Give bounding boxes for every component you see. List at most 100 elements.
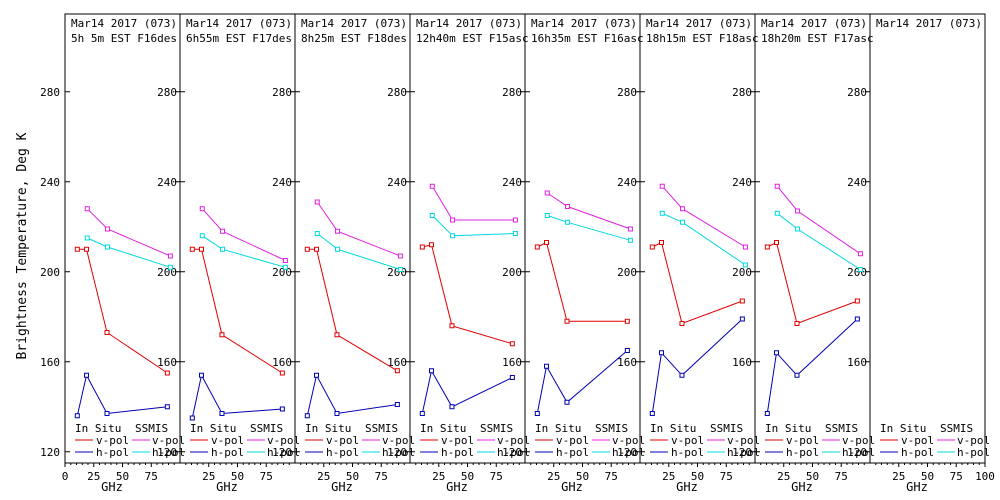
legend-ssmis: SSMIS: [135, 422, 168, 435]
chart-panel-4: Mar14 2017 (073) 12h40m EST F15asc 120 160 2…: [409, 13, 530, 494]
data-point: [199, 372, 205, 378]
data-point: [857, 251, 863, 257]
panel-subtitle: 16h35m EST F16asc: [531, 32, 644, 45]
data-point: [429, 213, 435, 218]
legend-ssmis: SSMIS: [825, 422, 858, 435]
data-point: [624, 348, 630, 353]
data-point: [774, 210, 780, 216]
data-point: [220, 228, 226, 234]
legend-ssmis-hpol: h-pol: [152, 446, 185, 459]
series-line-2: [76, 373, 168, 416]
data-point: [795, 226, 801, 232]
data-point: [167, 253, 173, 259]
y-tick-label: 120: [847, 446, 867, 459]
data-point: [104, 330, 110, 335]
legend-insitu-hpol: h-pol: [556, 446, 589, 459]
data-point: [189, 246, 195, 252]
y-tick-label: 240: [617, 176, 637, 189]
data-point: [282, 264, 288, 270]
data-point: [335, 246, 341, 252]
legend-insitu-hpol: h-pol: [326, 446, 359, 459]
y-tick-label: 120: [502, 446, 522, 459]
data-point: [774, 240, 780, 245]
data-point: [544, 240, 550, 245]
x-tick-label: 25: [892, 470, 905, 483]
data-point: [564, 399, 570, 405]
legend-ssmis-vpol: v-pol: [382, 434, 415, 447]
data-point: [449, 323, 455, 329]
x-tick-label: 25: [202, 470, 215, 483]
y-tick-label: 160: [387, 356, 407, 369]
legend-insitu-vpol: v-pol: [786, 434, 819, 447]
chart-panel-6: Mar14 2017 (073) 18h15m EST F18asc 120 160 2…: [639, 13, 760, 494]
data-point: [680, 206, 686, 212]
data-point: [429, 368, 435, 374]
outer-y-tick-label: 120: [40, 446, 60, 459]
data-point: [84, 246, 90, 252]
legend-ssmis: SSMIS: [940, 422, 973, 435]
data-point: [334, 411, 340, 416]
legend-ssmis-vpol: v-pol: [152, 434, 185, 447]
y-tick-label: 240: [732, 176, 752, 189]
data-point: [659, 240, 665, 245]
panel-title: Mar14 2017 (073): [876, 17, 982, 30]
panel-subtitle: 18h20m EST F17asc: [761, 32, 874, 45]
panel-subtitle: 5h 5m EST F16des: [71, 32, 177, 45]
data-point: [105, 226, 111, 232]
data-point: [509, 375, 515, 380]
data-point: [335, 228, 341, 234]
y-tick-label: 240: [847, 176, 867, 189]
series-line-2: [651, 318, 743, 414]
x-tick-label: 75: [145, 470, 158, 483]
y-tick-label: 120: [157, 446, 177, 459]
panel-title: Mar14 2017 (073): [761, 17, 867, 30]
legend-in-situ: In Situ: [650, 422, 696, 435]
x-tick-label: 50: [806, 470, 819, 483]
data-point: [84, 235, 90, 241]
data-point: [199, 246, 205, 252]
x-axis-label: GHz: [216, 480, 238, 494]
data-point: [429, 242, 435, 248]
y-tick-label: 120: [732, 446, 752, 459]
y-tick-label: 280: [272, 86, 292, 99]
data-point: [649, 244, 655, 250]
x-tick-label: 75: [260, 470, 273, 483]
legend-ssmis-hpol: h-pol: [957, 446, 990, 459]
series-line-1: [537, 241, 628, 322]
data-point: [624, 318, 630, 324]
outer-y-tick-label: 280: [40, 86, 60, 99]
data-point: [564, 318, 570, 324]
x-axis-label: GHz: [561, 480, 583, 494]
legend-ssmis-hpol: h-pol: [842, 446, 875, 459]
data-point: [334, 332, 340, 338]
series-line-2: [421, 369, 513, 414]
data-point: [164, 404, 170, 410]
data-point: [680, 219, 686, 225]
y-tick-label: 200: [732, 266, 752, 279]
legend-in-situ: In Situ: [75, 422, 121, 435]
data-point: [544, 363, 550, 369]
y-tick-label: 160: [617, 356, 637, 369]
series-line-1: [422, 244, 513, 345]
y-tick-label: 160: [847, 356, 867, 369]
panel-subtitle: 18h15m EST F18asc: [646, 32, 759, 45]
legend-insitu-vpol: v-pol: [671, 434, 704, 447]
x-tick-label: 50: [921, 470, 934, 483]
legend-ssmis-vpol: v-pol: [727, 434, 760, 447]
legend-ssmis: SSMIS: [250, 422, 283, 435]
legend-ssmis: SSMIS: [480, 422, 513, 435]
panel-title: Mar14 2017 (073): [71, 17, 177, 30]
series-line-2: [306, 373, 398, 416]
y-tick-label: 280: [847, 86, 867, 99]
legend-in-situ: In Situ: [765, 422, 811, 435]
data-point: [104, 411, 110, 416]
data-point: [189, 415, 195, 421]
legend-ssmis: SSMIS: [595, 422, 628, 435]
x-tick-label: 25: [87, 470, 100, 483]
y-axis-label: Brightness Temperature, Deg K: [15, 132, 30, 359]
y-tick-label: 240: [157, 176, 177, 189]
legend-insitu-vpol: v-pol: [901, 434, 934, 447]
data-point: [659, 210, 665, 216]
legend-insitu-hpol: h-pol: [441, 446, 474, 459]
